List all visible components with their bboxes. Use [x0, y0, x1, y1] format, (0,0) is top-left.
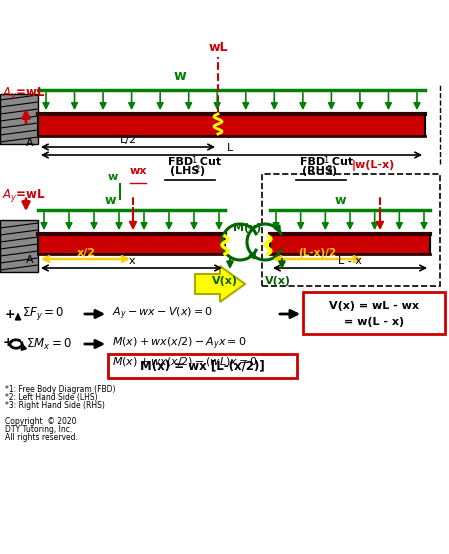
Text: Copyright  © 2020: Copyright © 2020: [5, 417, 76, 426]
Text: x/2: x/2: [76, 248, 96, 258]
Text: M(x): M(x): [233, 223, 261, 233]
FancyBboxPatch shape: [108, 354, 297, 378]
Bar: [0, 220, 38, 272]
Text: DTY Tutoring, Inc.: DTY Tutoring, Inc.: [5, 425, 72, 434]
Text: 1: 1: [191, 156, 196, 165]
Text: Cut: Cut: [196, 157, 221, 167]
Text: *2: Left Hand Side (LHS): *2: Left Hand Side (LHS): [5, 393, 97, 402]
Text: A: A: [26, 138, 34, 148]
Text: L/2: L/2: [119, 135, 136, 145]
Text: V(x): V(x): [212, 276, 238, 286]
Text: 2: 2: [194, 165, 199, 174]
Text: V(x) = wL - wx: V(x) = wL - wx: [329, 301, 419, 311]
Text: FBD: FBD: [168, 157, 193, 167]
Bar: [0, 94, 38, 144]
Text: wL: wL: [208, 41, 228, 54]
Text: w: w: [334, 194, 346, 207]
Text: 1: 1: [323, 156, 328, 165]
Text: w: w: [174, 69, 186, 83]
Text: All rights reserved.: All rights reserved.: [5, 433, 78, 442]
Text: FBD: FBD: [300, 157, 325, 167]
Text: Cut: Cut: [328, 157, 353, 167]
Text: +: +: [5, 307, 16, 321]
Text: $\Sigma F_y = 0$: $\Sigma F_y = 0$: [22, 305, 65, 322]
Text: *3: Right Hand Side (RHS): *3: Right Hand Side (RHS): [5, 401, 105, 410]
Bar: [262, 174, 440, 286]
Text: wx: wx: [129, 166, 147, 176]
Text: ): ): [199, 166, 204, 176]
Text: +: +: [3, 336, 13, 348]
Bar: [38, 234, 225, 254]
Text: M(x) = wx [L-(x/2)]: M(x) = wx [L-(x/2)]: [140, 360, 264, 372]
Text: w: w: [104, 194, 116, 207]
Text: L: L: [227, 143, 233, 153]
Text: ): ): [331, 166, 336, 176]
Text: L - x: L - x: [338, 256, 362, 266]
Text: 3: 3: [326, 165, 331, 174]
Text: (RHS: (RHS: [302, 166, 333, 176]
Text: A: A: [26, 255, 34, 265]
FancyBboxPatch shape: [303, 292, 445, 334]
Text: $\Sigma M_x = 0$: $\Sigma M_x = 0$: [26, 336, 72, 352]
Polygon shape: [195, 266, 245, 302]
Text: $A_y$=wL: $A_y$=wL: [2, 85, 46, 102]
Text: (LHS: (LHS: [170, 166, 199, 176]
Bar: [270, 234, 430, 254]
Text: $M(x) + wx(x/2) - (wL)x = 0$: $M(x) + wx(x/2) - (wL)x = 0$: [112, 355, 258, 367]
Text: $A_y$=wL: $A_y$=wL: [2, 187, 46, 204]
Text: $A_y - wx - V(x) = 0$: $A_y - wx - V(x) = 0$: [112, 306, 213, 322]
Text: = w(L - x): = w(L - x): [344, 317, 404, 327]
Text: (L-x)/2: (L-x)/2: [299, 248, 337, 258]
Text: *1: Free Body Diagram (FBD): *1: Free Body Diagram (FBD): [5, 385, 115, 394]
Text: x: x: [129, 256, 135, 266]
Text: $M(x) + wx(x/2) - A_y x = 0$: $M(x) + wx(x/2) - A_y x = 0$: [112, 336, 247, 352]
Text: |w(L-x): |w(L-x): [352, 160, 395, 171]
Text: V(x): V(x): [265, 276, 291, 286]
Text: w: w: [108, 172, 118, 182]
Bar: [38, 114, 425, 136]
